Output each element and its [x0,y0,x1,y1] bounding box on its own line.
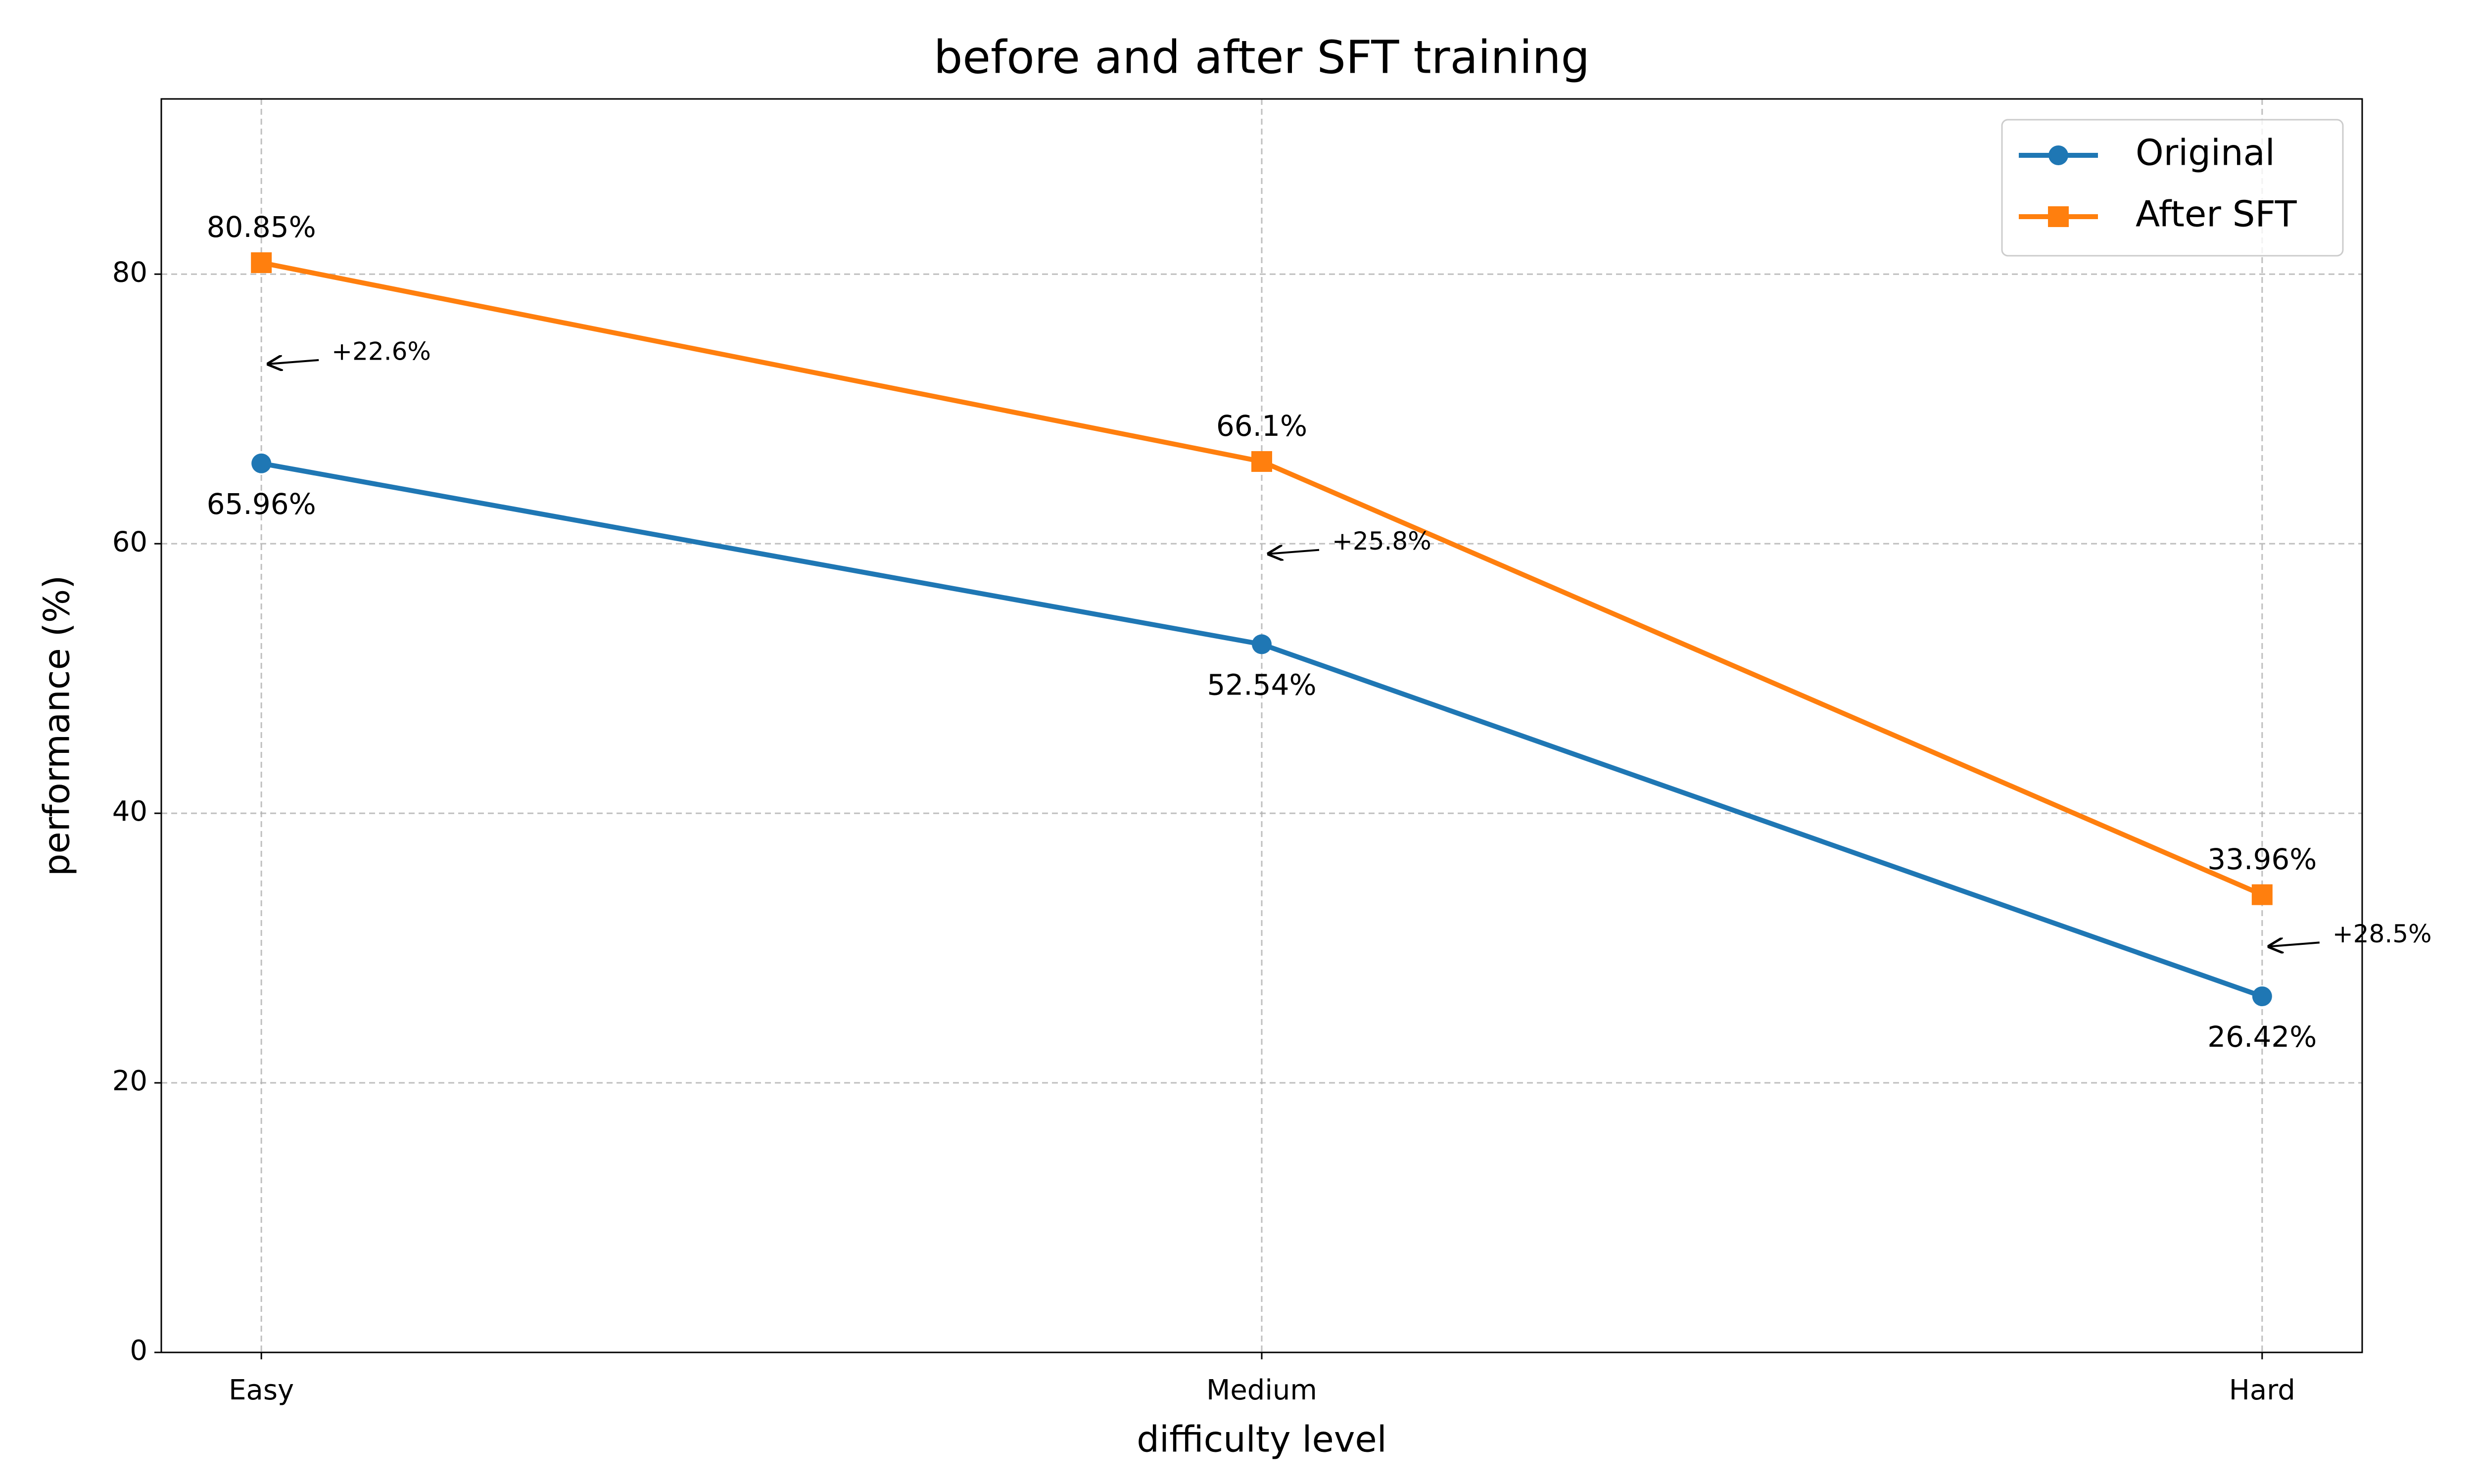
data-label: 66.1% [1216,409,1307,443]
annotation: +25.8% [1332,527,1431,556]
data-label: 80.85% [207,210,316,244]
annotation: +28.5% [2332,920,2432,948]
y-tick-label: 80 [112,256,147,288]
legend-label: After SFT [2136,193,2297,235]
plot-frame [160,98,2363,1353]
marker [2252,986,2272,1007]
y-tick-label: 20 [112,1065,147,1097]
x-tick-label: Easy [229,1374,294,1406]
x-tick-label: Medium [1206,1374,1317,1406]
data-label: 33.96% [2207,842,2317,876]
marker [1251,451,1272,472]
legend: Original After SFT [2001,119,2344,257]
marker [2251,884,2273,905]
annotation-arrow [1269,550,1320,554]
y-tick-label: 0 [130,1335,147,1367]
marker [1252,634,1272,654]
legend-marker [2048,206,2069,227]
annotation-arrow [268,360,319,364]
data-label: 65.96% [207,487,316,521]
chart-title: before and after SFT training [934,31,1590,84]
data-label: 52.54% [1207,668,1316,702]
annotation-arrow [2269,942,2320,946]
marker [251,453,272,473]
x-axis-label: difficulty level [1137,1419,1386,1460]
y-tick-label: 40 [112,795,147,828]
data-label: 26.42% [2207,1020,2317,1054]
x-tick-label: Hard [2229,1374,2295,1406]
marker [251,252,272,274]
y-axis-label: performance (%) [36,575,78,877]
legend-label: Original [2136,132,2275,174]
annotation: +22.6% [332,337,431,366]
legend-marker [2048,145,2068,165]
y-tick-label: 60 [112,526,147,558]
